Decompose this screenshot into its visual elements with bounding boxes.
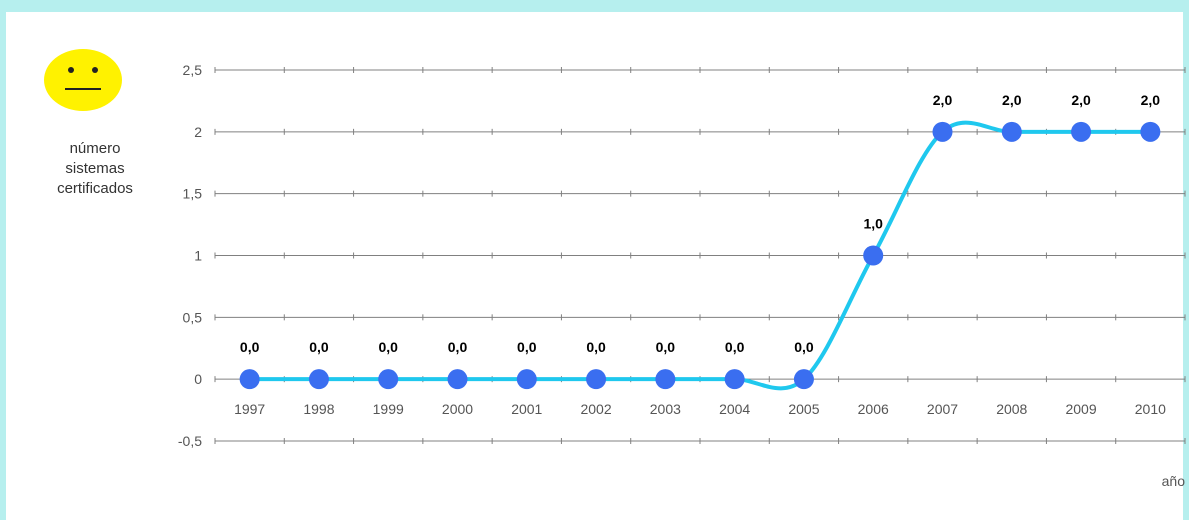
x-tick-label: 2008 [996, 401, 1027, 417]
x-tick-label: 1998 [303, 401, 334, 417]
data-label: 0,0 [586, 339, 606, 355]
x-tick-label: 1997 [234, 401, 265, 417]
data-label: 2,0 [1141, 92, 1161, 108]
x-axis-title: año [1162, 473, 1186, 489]
data-label: 0,0 [517, 339, 537, 355]
data-label: 0,0 [794, 339, 814, 355]
data-label: 2,0 [933, 92, 953, 108]
x-tick-label: 2003 [650, 401, 681, 417]
y-tick-label: -0,5 [178, 433, 202, 449]
chart-panel [6, 12, 1183, 520]
y-tick-label: 2 [194, 124, 202, 140]
x-tick-label: 2001 [511, 401, 542, 417]
y-tick-labels: -0,5 0 0,5 1 1,5 2 2,5 [178, 62, 202, 449]
x-tick-labels: 1997 1998 1999 2000 2001 2002 2003 2004 2005 2006… [234, 401, 1166, 417]
data-point [1071, 121, 1092, 142]
y-tick-label: 1 [194, 248, 202, 264]
data-point [863, 245, 884, 266]
y-axis-label-line-3: certificados [57, 180, 133, 197]
y-tick-label: 1,5 [183, 186, 203, 202]
data-label: 0,0 [656, 339, 676, 355]
data-point [586, 369, 607, 390]
x-tick-label: 2000 [442, 401, 473, 417]
data-label: 1,0 [863, 216, 883, 232]
data-point [1140, 121, 1161, 142]
data-labels: 0,0 0,0 0,0 0,0 0,0 0,0 0,0 0,0 0,0 1,0 2,0 2,0 2,0 2… [240, 92, 1160, 355]
data-label: 0,0 [240, 339, 260, 355]
grid-lines [214, 67, 1186, 444]
data-point [516, 369, 537, 390]
data-point [378, 369, 399, 390]
data-point [932, 121, 953, 142]
x-tick-label: 2010 [1135, 401, 1166, 417]
data-point [308, 369, 329, 390]
data-point [447, 369, 468, 390]
data-point [1001, 121, 1022, 142]
data-label: 0,0 [309, 339, 329, 355]
x-tick-label: 2006 [858, 401, 889, 417]
neutral-face-icon [44, 49, 122, 111]
x-tick-label: 2009 [1065, 401, 1096, 417]
y-tick-label: 0,5 [183, 309, 203, 325]
y-tick-label: 2,5 [183, 62, 203, 78]
data-label: 2,0 [1071, 92, 1091, 108]
x-tick-label: 1999 [373, 401, 404, 417]
x-tick-label: 2004 [719, 401, 750, 417]
data-points [239, 121, 1161, 390]
data-point [724, 369, 745, 390]
x-tick-label: 2005 [788, 401, 819, 417]
data-point [793, 369, 814, 390]
data-label: 0,0 [378, 339, 398, 355]
x-tick-label: 2002 [580, 401, 611, 417]
data-point [239, 369, 260, 390]
data-label: 2,0 [1002, 92, 1022, 108]
data-label: 0,0 [448, 339, 468, 355]
y-axis-label-line-1: número [69, 140, 121, 157]
y-tick-label: 0 [194, 371, 202, 387]
data-point [655, 369, 676, 390]
y-axis-label-line-2: sistemas [65, 160, 125, 177]
y-axis-label: número sistemas certificados [30, 139, 160, 199]
data-label: 0,0 [725, 339, 745, 355]
x-tick-label: 2007 [927, 401, 958, 417]
